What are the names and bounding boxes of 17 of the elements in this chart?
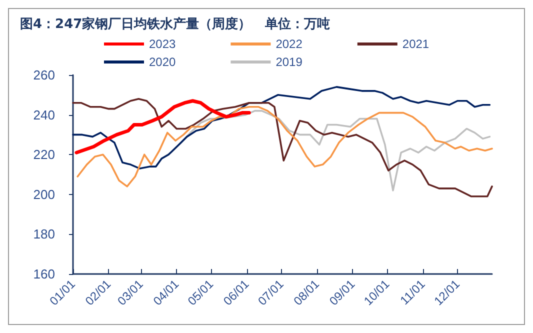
- line-series: [76, 106, 493, 188]
- y-tick-label: 160: [33, 266, 55, 282]
- y-tick-label: 180: [33, 226, 55, 242]
- legend-label: 2023: [149, 37, 176, 51]
- legend-label: 2022: [276, 37, 303, 51]
- line-series: [72, 86, 491, 170]
- line-series: [74, 99, 251, 154]
- chart-title: 图4：247家钢厂日均铁水产量（周度） 单位：万吨: [20, 16, 330, 32]
- legend-label: 2020: [149, 55, 176, 69]
- y-tick-label: 240: [33, 107, 55, 122]
- y-tick-label: 220: [33, 147, 55, 162]
- y-tick-label: 260: [33, 68, 55, 82]
- legend-label: 2021: [402, 37, 430, 51]
- legend-label: 2019: [276, 55, 303, 69]
- line-series: [72, 98, 493, 198]
- y-tick-label: 200: [33, 186, 55, 202]
- line-series: [160, 110, 491, 192]
